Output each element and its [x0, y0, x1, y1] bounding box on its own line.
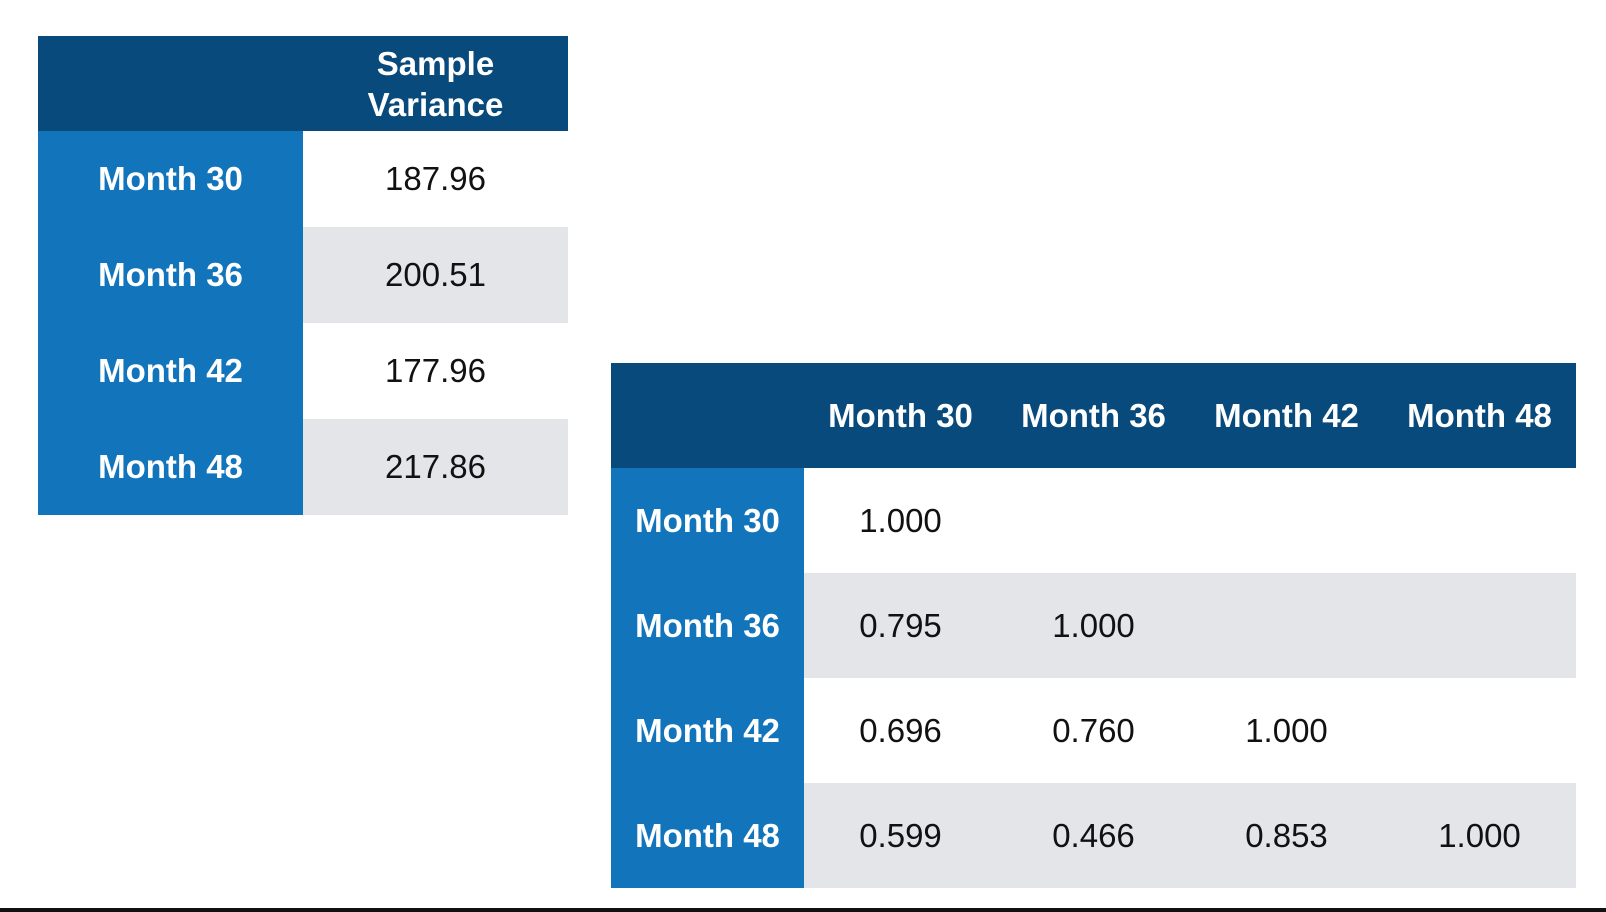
column-header: Month 48: [1383, 363, 1576, 468]
row-header: Month 36: [38, 227, 303, 323]
bottom-border: [0, 908, 1606, 912]
row-header: Month 48: [611, 783, 804, 888]
column-header: Month 30: [804, 363, 997, 468]
column-header: Month 36: [997, 363, 1190, 468]
correlation-value: 1.000: [804, 468, 997, 573]
correlation-value: 1.000: [997, 573, 1190, 678]
correlation-value: [997, 468, 1190, 573]
correlation-table: Month 30 Month 36 Month 42 Month 48 Mont…: [611, 363, 1576, 888]
correlation-header-row: Month 30 Month 36 Month 42 Month 48: [611, 363, 1576, 468]
variance-corner-cell: [38, 36, 303, 131]
correlation-value: 0.760: [997, 678, 1190, 783]
correlation-value: 0.696: [804, 678, 997, 783]
table-row: Month 42 177.96: [38, 323, 568, 419]
table-row: Month 30 187.96: [38, 131, 568, 227]
correlation-value: 0.853: [1190, 783, 1383, 888]
variance-value: 187.96: [303, 131, 568, 227]
variance-value: 200.51: [303, 227, 568, 323]
correlation-value: [1383, 468, 1576, 573]
row-header: Month 30: [38, 131, 303, 227]
variance-value: 177.96: [303, 323, 568, 419]
variance-value: 217.86: [303, 419, 568, 515]
table-row: Month 48 217.86: [38, 419, 568, 515]
variance-header-row: Sample Variance: [38, 36, 568, 131]
row-header: Month 42: [38, 323, 303, 419]
table-row: Month 42 0.696 0.760 1.000: [611, 678, 1576, 783]
correlation-value: 0.599: [804, 783, 997, 888]
correlation-value: [1383, 573, 1576, 678]
table-row: Month 48 0.599 0.466 0.853 1.000: [611, 783, 1576, 888]
correlation-value: 0.795: [804, 573, 997, 678]
correlation-corner-cell: [611, 363, 804, 468]
row-header: Month 48: [38, 419, 303, 515]
correlation-value: [1190, 573, 1383, 678]
column-header: Month 42: [1190, 363, 1383, 468]
row-header: Month 30: [611, 468, 804, 573]
correlation-value: [1190, 468, 1383, 573]
variance-table: Sample Variance Month 30 187.96 Month 36…: [38, 36, 568, 515]
table-row: Month 36 0.795 1.000: [611, 573, 1576, 678]
correlation-value: 0.466: [997, 783, 1190, 888]
table-row: Month 30 1.000: [611, 468, 1576, 573]
correlation-value: 1.000: [1190, 678, 1383, 783]
table-row: Month 36 200.51: [38, 227, 568, 323]
row-header: Month 36: [611, 573, 804, 678]
correlation-value: [1383, 678, 1576, 783]
row-header: Month 42: [611, 678, 804, 783]
correlation-value: 1.000: [1383, 783, 1576, 888]
variance-column-header: Sample Variance: [303, 36, 568, 131]
